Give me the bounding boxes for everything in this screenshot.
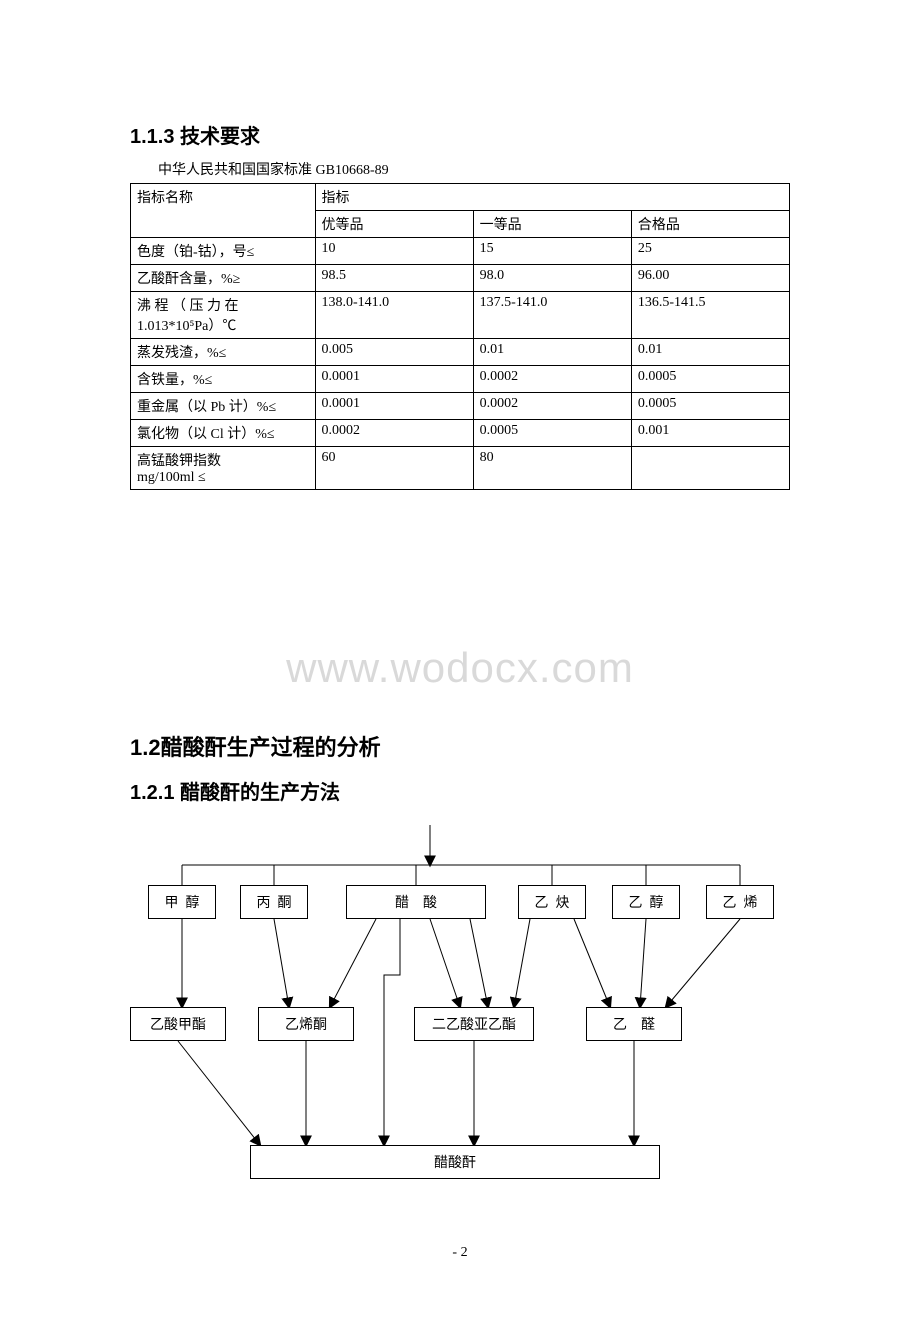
- cell-c: 136.5-141.5: [631, 292, 789, 339]
- cell-c: 25: [631, 238, 789, 265]
- section-121-heading: 1.2.1 醋酸酐的生产方法: [130, 776, 790, 805]
- cell-a: 0.005: [315, 339, 473, 366]
- cell-a: 0.0001: [315, 366, 473, 393]
- table-row: 乙酸酐含量，%≥98.598.096.00: [131, 265, 790, 292]
- row-name: 重金属（以 Pb 计）%≤: [131, 393, 316, 420]
- cell-c: 0.0005: [631, 366, 789, 393]
- cell-a: 0.0001: [315, 393, 473, 420]
- table-row: 氯化物（以 Cl 计）%≤0.00020.00050.001: [131, 420, 790, 447]
- table-row: 沸 程 （ 压 力 在1.013*10⁵Pa）℃138.0-141.0137.5…: [131, 292, 790, 339]
- flow-node-out: 醋酸酐: [250, 1145, 660, 1179]
- row-name: 含铁量，%≤: [131, 366, 316, 393]
- cell-c: 0.001: [631, 420, 789, 447]
- row-name: 蒸发残渣，%≤: [131, 339, 316, 366]
- row-name: 高锰酸钾指数 mg/100ml ≤: [131, 447, 316, 490]
- row-name: 氯化物（以 Cl 计）%≤: [131, 420, 316, 447]
- table-row: 重金属（以 Pb 计）%≤0.00010.00020.0005: [131, 393, 790, 420]
- col-header-metric: 指标: [315, 184, 789, 211]
- col-header-name: 指标名称: [131, 184, 316, 238]
- cell-b: 98.0: [473, 265, 631, 292]
- cell-c: 0.0005: [631, 393, 789, 420]
- flow-node-n3: 醋 酸: [346, 885, 486, 919]
- flow-node-n4: 乙 炔: [518, 885, 586, 919]
- flow-node-m3: 二乙酸亚乙酯: [414, 1007, 534, 1041]
- flow-node-m2: 乙烯酮: [258, 1007, 354, 1041]
- cell-b: 15: [473, 238, 631, 265]
- flow-node-m4: 乙 醛: [586, 1007, 682, 1041]
- grade-a-header: 优等品: [315, 211, 473, 238]
- cell-c: 96.00: [631, 265, 789, 292]
- section-113-heading: 1.1.3 技术要求: [130, 120, 790, 149]
- cell-a: 98.5: [315, 265, 473, 292]
- cell-a: 60: [315, 447, 473, 490]
- spec-table: 指标名称 指标 优等品 一等品 合格品 色度（铂-钴），号≤101525乙酸酐含…: [130, 183, 790, 490]
- table-row: 指标名称 指标: [131, 184, 790, 211]
- cell-b: 0.0002: [473, 393, 631, 420]
- flow-node-n1: 甲 醇: [148, 885, 216, 919]
- row-name: 乙酸酐含量，%≥: [131, 265, 316, 292]
- cell-c: 0.01: [631, 339, 789, 366]
- table-caption: 中华人民共和国国家标准 GB10668-89: [130, 159, 790, 179]
- table-row: 蒸发残渣，%≤0.0050.010.01: [131, 339, 790, 366]
- row-name: 色度（铂-钴），号≤: [131, 238, 316, 265]
- section-12-heading: 1.2醋酸酐生产过程的分析: [130, 730, 790, 762]
- flow-node-n5: 乙 醇: [612, 885, 680, 919]
- cell-b: 0.01: [473, 339, 631, 366]
- cell-b: 0.0002: [473, 366, 631, 393]
- cell-b: 137.5-141.0: [473, 292, 631, 339]
- table-row: 色度（铂-钴），号≤101525: [131, 238, 790, 265]
- page-number: - 2: [130, 1245, 790, 1261]
- flow-node-n2: 丙 酮: [240, 885, 308, 919]
- table-row: 高锰酸钾指数 mg/100ml ≤6080: [131, 447, 790, 490]
- cell-a: 138.0-141.0: [315, 292, 473, 339]
- grade-c-header: 合格品: [631, 211, 789, 238]
- grade-b-header: 一等品: [473, 211, 631, 238]
- cell-b: 80: [473, 447, 631, 490]
- table-row: 含铁量，%≤0.00010.00020.0005: [131, 366, 790, 393]
- flow-node-n6: 乙 烯: [706, 885, 774, 919]
- flow-node-m1: 乙酸甲酯: [130, 1007, 226, 1041]
- flowchart: 甲 醇丙 酮 醋 酸乙 炔乙 醇乙 烯乙酸甲酯乙烯酮 二乙酸亚乙酯 乙 醛醋酸酐: [130, 825, 790, 1205]
- cell-a: 10: [315, 238, 473, 265]
- row-name: 沸 程 （ 压 力 在1.013*10⁵Pa）℃: [131, 292, 316, 339]
- cell-c: [631, 447, 789, 490]
- cell-b: 0.0005: [473, 420, 631, 447]
- cell-a: 0.0002: [315, 420, 473, 447]
